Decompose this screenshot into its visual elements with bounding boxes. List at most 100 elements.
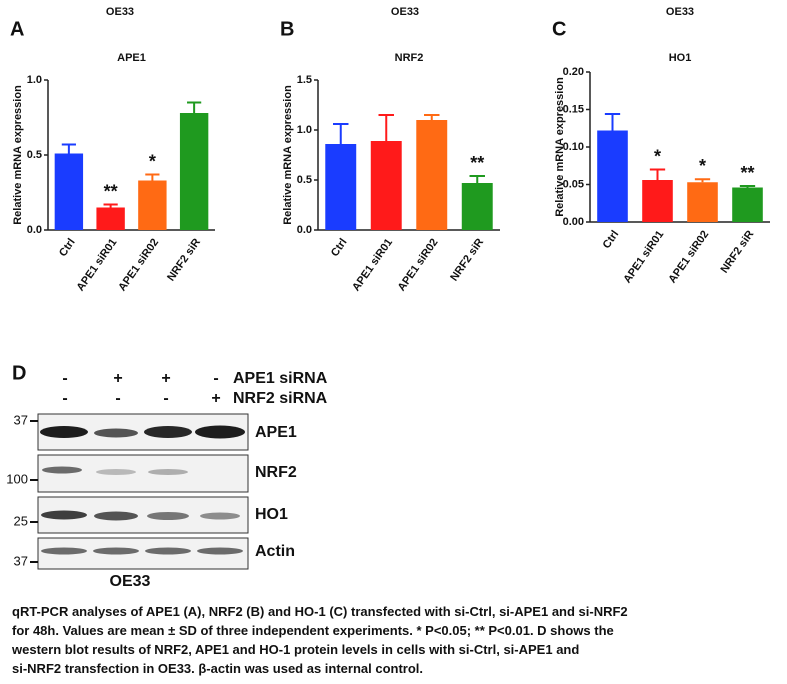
y-tick-label: 0.0 (27, 224, 42, 236)
chart-subtitle: HO1 (669, 52, 692, 64)
error-bar (333, 123, 349, 144)
y-tick-label: 1.5 (297, 74, 312, 86)
band (145, 547, 191, 555)
panel-letter: A (10, 18, 24, 40)
bar (732, 187, 763, 222)
band (197, 547, 243, 555)
y-tick-label: 0.10 (563, 141, 584, 153)
x-tick-label: APE1 siR01 (75, 237, 120, 294)
band (40, 426, 88, 438)
caption-line: si-NRF2 transfection in OE33. β-actin wa… (12, 661, 423, 676)
band (200, 512, 240, 520)
band (93, 547, 139, 555)
blot-label: NRF2 (255, 464, 297, 481)
band (42, 466, 82, 474)
bar (461, 183, 493, 230)
error-bar (694, 178, 711, 183)
y-axis-label: Relative mRNA expression (282, 85, 294, 225)
error-bar (649, 168, 666, 180)
bar (325, 144, 357, 230)
caption-line: qRT-PCR analyses of APE1 (A), NRF2 (B) a… (12, 604, 628, 619)
panel-letter: D (12, 362, 26, 384)
y-tick-label: 1.0 (27, 74, 42, 86)
significance-label: * (654, 146, 661, 166)
x-tick-label: APE1 siR02 (116, 237, 161, 294)
bands (40, 425, 245, 555)
bar (179, 113, 209, 230)
band (41, 547, 87, 555)
error-bar (61, 143, 76, 154)
error-bar (187, 101, 202, 113)
treatment-sign: + (113, 370, 122, 387)
x-tick-label: Ctrl (601, 229, 622, 251)
cell-line-label: OE33 (110, 573, 151, 590)
y-tick-label: 0.00 (563, 216, 584, 228)
band (96, 469, 136, 475)
x-tick-label: APE1 siR01 (621, 229, 666, 286)
band (41, 510, 87, 520)
blot-label: Actin (255, 543, 295, 560)
error-bar (378, 114, 394, 141)
significance-label: * (149, 151, 156, 171)
band (144, 426, 192, 438)
blot-box (37, 496, 249, 534)
y-tick-label: 0.20 (563, 66, 584, 78)
blot-label: HO1 (255, 506, 288, 523)
x-tick-label: NRF2 siR (718, 228, 756, 275)
bar (687, 182, 718, 222)
band (195, 425, 245, 439)
blot-box (37, 454, 249, 493)
caption-line: western blot results of NRF2, APE1 and H… (11, 642, 579, 657)
x-tick-label: NRF2 siR (165, 236, 203, 283)
western-blot-panel: D 37 (6, 362, 297, 590)
x-tick-label: APE1 siR01 (350, 237, 395, 294)
treatment-sign: - (62, 370, 67, 387)
x-tick-label: APE1 siR02 (666, 229, 711, 286)
error-bar (469, 175, 485, 183)
x-tick-label: Ctrl (57, 237, 78, 259)
band (94, 511, 138, 521)
treatment-name: APE1 siRNA (233, 370, 328, 387)
bar (96, 207, 125, 230)
panel-letter: C (552, 18, 566, 40)
marker-label: 37 (14, 412, 28, 427)
marker-label: 100 (6, 471, 28, 486)
y-tick-label: 0.15 (563, 103, 584, 115)
treatment-sign: + (161, 370, 170, 387)
marker-label: 25 (14, 513, 28, 528)
bar (370, 141, 402, 230)
significance-label: * (699, 156, 706, 176)
chart-subtitle: APE1 (117, 52, 146, 64)
bar (416, 120, 448, 230)
marker-ticks (30, 420, 38, 563)
chart-title: OE33 (666, 6, 694, 18)
x-tick-label: APE1 siR02 (396, 237, 441, 294)
y-tick-label: 0.5 (297, 174, 312, 186)
blot-label: APE1 (255, 424, 297, 441)
error-bar (739, 185, 756, 188)
error-bar (103, 203, 118, 208)
treatment-name: NRF2 siRNA (233, 390, 328, 407)
band (94, 428, 138, 438)
panel-letter: B (280, 18, 294, 40)
significance-label: ** (104, 181, 118, 201)
caption-line: for 48h. Values are mean ± SD of three i… (12, 623, 614, 638)
bar (642, 180, 673, 222)
error-bar (424, 114, 440, 120)
treatment-sign: - (163, 390, 168, 407)
band (147, 512, 189, 520)
y-tick-label: 0.5 (27, 149, 42, 161)
chart-subtitle: NRF2 (395, 52, 424, 64)
marker-label: 37 (14, 553, 28, 568)
band (148, 469, 188, 475)
error-bar (604, 113, 621, 131)
y-axis-label: Relative mRNA expression (12, 85, 24, 225)
treatment-sign: + (211, 390, 220, 407)
y-tick-label: 0.0 (297, 224, 312, 236)
chart-title: OE33 (106, 6, 134, 18)
treatment-sign: - (213, 370, 218, 387)
significance-label: ** (740, 163, 754, 183)
chart-title: OE33 (391, 6, 419, 18)
y-tick-label: 0.05 (563, 178, 584, 190)
